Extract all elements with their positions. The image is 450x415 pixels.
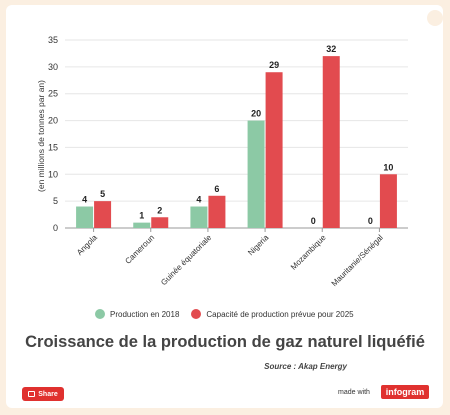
bar-capacity-2025 <box>94 201 112 228</box>
bar-production-2018 <box>133 222 151 228</box>
x-tick-label: Guinée équatoriale <box>159 233 214 288</box>
bar-capacity-2025 <box>151 217 169 228</box>
legend-item[interactable]: Production en 2018 <box>95 309 179 319</box>
bar-capacity-2025 <box>208 195 226 228</box>
y-tick-label: 10 <box>48 169 58 179</box>
bar-capacity-2025 <box>322 56 340 228</box>
data-label: 4 <box>82 195 87 205</box>
y-tick-label: 25 <box>48 89 58 99</box>
data-label: 10 <box>383 162 393 172</box>
legend-swatch <box>191 309 202 319</box>
x-tick-label: Mauritanie/Sénégal <box>330 233 385 288</box>
chart-legend: Production en 2018 Capacité de production… <box>95 307 366 321</box>
data-label: 6 <box>214 184 219 194</box>
legend-item[interactable]: Capacité de production prévue pour 2025 <box>191 309 354 319</box>
bar-production-2018 <box>190 206 208 228</box>
brand-logo[interactable]: infogram <box>381 385 429 399</box>
data-label: 1 <box>139 211 144 221</box>
data-label: 2 <box>157 205 162 215</box>
data-label: 29 <box>269 60 279 70</box>
bar-production-2018 <box>76 206 94 228</box>
y-tick-label: 5 <box>53 196 58 206</box>
bar-capacity-2025 <box>379 174 397 228</box>
share-label: Share <box>38 390 58 398</box>
chart-title: Croissance de la production de gaz natur… <box>25 333 425 351</box>
legend-swatch <box>95 309 105 319</box>
y-tick-label: 35 <box>48 35 58 45</box>
legend-label: Production en 2018 <box>110 309 180 319</box>
share-button[interactable]: Share <box>22 387 64 401</box>
source-note: Source : Akap Energy <box>264 362 347 371</box>
data-label: 4 <box>196 195 201 205</box>
y-tick-label: 0 <box>53 223 58 233</box>
x-tick-label: Cameroun <box>123 233 156 266</box>
bar-production-2018 <box>247 120 265 228</box>
x-tick-label: Angola <box>75 233 99 257</box>
data-label: 5 <box>100 189 105 199</box>
y-tick-label: 15 <box>48 142 58 152</box>
share-icon <box>28 391 36 397</box>
made-with-text: made with <box>338 389 370 396</box>
x-tick-label: Mozambique <box>289 233 328 272</box>
bar-capacity-2025 <box>265 72 283 228</box>
data-label: 0 <box>311 216 316 226</box>
data-label: 0 <box>368 216 373 226</box>
data-label: 20 <box>251 109 261 119</box>
corner-decoration <box>427 10 443 26</box>
y-tick-label: 20 <box>48 116 58 126</box>
y-tick-label: 30 <box>48 62 58 72</box>
data-label: 32 <box>326 44 336 54</box>
x-tick-label: Nigeria <box>246 233 271 258</box>
legend-label: Capacité de production prévue pour 2025 <box>206 309 354 319</box>
y-axis-label: (en millions de tonnes par an) <box>36 80 46 192</box>
